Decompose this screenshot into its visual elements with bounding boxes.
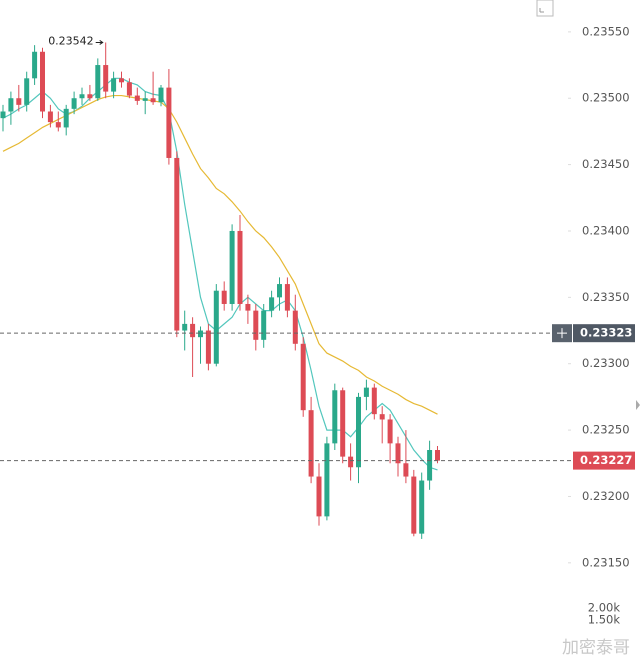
- candle-body: [308, 410, 314, 477]
- moving-average: [2, 94, 438, 415]
- side-arrow[interactable]: [636, 400, 640, 410]
- candle-body: [277, 284, 282, 298]
- y-tick-label: 0.23350: [582, 290, 630, 304]
- candle-body: [95, 65, 101, 99]
- y-tick-label: 0.23500: [582, 91, 630, 105]
- candle-body: [363, 387, 369, 397]
- candle-body: [245, 303, 251, 311]
- candle-body: [395, 443, 401, 464]
- last-price-box: [573, 451, 635, 470]
- candle-body: [24, 78, 30, 105]
- candle-body: [134, 95, 140, 101]
- candle-body: [79, 94, 85, 99]
- candle-body: [340, 390, 346, 457]
- candle-body: [119, 78, 124, 83]
- candle-body: [55, 122, 61, 128]
- y-tick-label: 0.23550: [582, 24, 630, 38]
- candle-body: [142, 98, 148, 101]
- candle-body: [356, 396, 361, 468]
- candle-body: [126, 82, 132, 96]
- expand-icon[interactable]: [536, 0, 554, 17]
- candle-body: [47, 111, 53, 123]
- candle-body: [237, 230, 243, 304]
- candle-body: [182, 323, 188, 331]
- candle-body: [379, 414, 385, 420]
- candle-body: [284, 284, 290, 311]
- candle-body: [190, 323, 196, 338]
- candle-body: [316, 476, 322, 517]
- candle-body: [198, 330, 203, 338]
- last-price: 0.23227: [580, 453, 632, 467]
- candle-body: [174, 157, 180, 331]
- candle-body: [229, 230, 235, 304]
- candle-body: [0, 111, 6, 119]
- candle-body: [427, 450, 433, 481]
- high-annotation: 0.23542: [48, 34, 94, 47]
- y-tick-label: 0.23150: [582, 555, 630, 569]
- candle-body: [332, 390, 338, 444]
- candle-body: [158, 87, 164, 103]
- candle-body: [292, 310, 298, 344]
- volume-tick-label: 1.50k: [588, 613, 621, 627]
- candle-body: [111, 78, 117, 92]
- candle-body: [411, 476, 417, 534]
- candle-body: [300, 343, 306, 411]
- candle-body: [205, 330, 211, 364]
- candle-body: [87, 94, 93, 99]
- candle-body: [32, 51, 38, 79]
- candle-body: [213, 290, 219, 364]
- y-tick-label: 0.23300: [582, 356, 630, 370]
- candle-body: [150, 98, 156, 103]
- y-tick-label: 0.23200: [582, 489, 630, 503]
- expand-glyph: [539, 8, 544, 13]
- candle-body: [221, 290, 227, 304]
- candle-body: [435, 450, 440, 461]
- candle-body: [348, 456, 354, 468]
- crosshair-price-box: [573, 324, 635, 343]
- candle-body: [8, 98, 14, 112]
- candle-body: [324, 443, 330, 517]
- volume-tick-label: 2.00k: [588, 601, 621, 615]
- candle-body: [16, 98, 22, 105]
- candle-body: [371, 387, 377, 415]
- candle-body: [253, 310, 259, 340]
- candle-body: [103, 65, 109, 92]
- candle-body: [71, 98, 77, 109]
- annotation-arrow: [95, 40, 104, 45]
- candle-body: [261, 310, 267, 340]
- candle-body: [419, 480, 425, 534]
- candle-body: [40, 51, 45, 112]
- watermark: 加密泰哥: [562, 638, 630, 655]
- candle-body: [403, 463, 409, 477]
- crosshair-plus: [557, 328, 567, 339]
- y-tick-label: 0.23400: [582, 223, 630, 237]
- candle-body: [387, 419, 393, 444]
- candle-body: [269, 297, 275, 311]
- y-tick-label: 0.23250: [582, 423, 630, 437]
- crosshair-price: 0.23323: [580, 326, 632, 340]
- y-tick-label: 0.23450: [582, 157, 630, 171]
- candle-body: [63, 108, 69, 128]
- candle-body: [166, 87, 172, 158]
